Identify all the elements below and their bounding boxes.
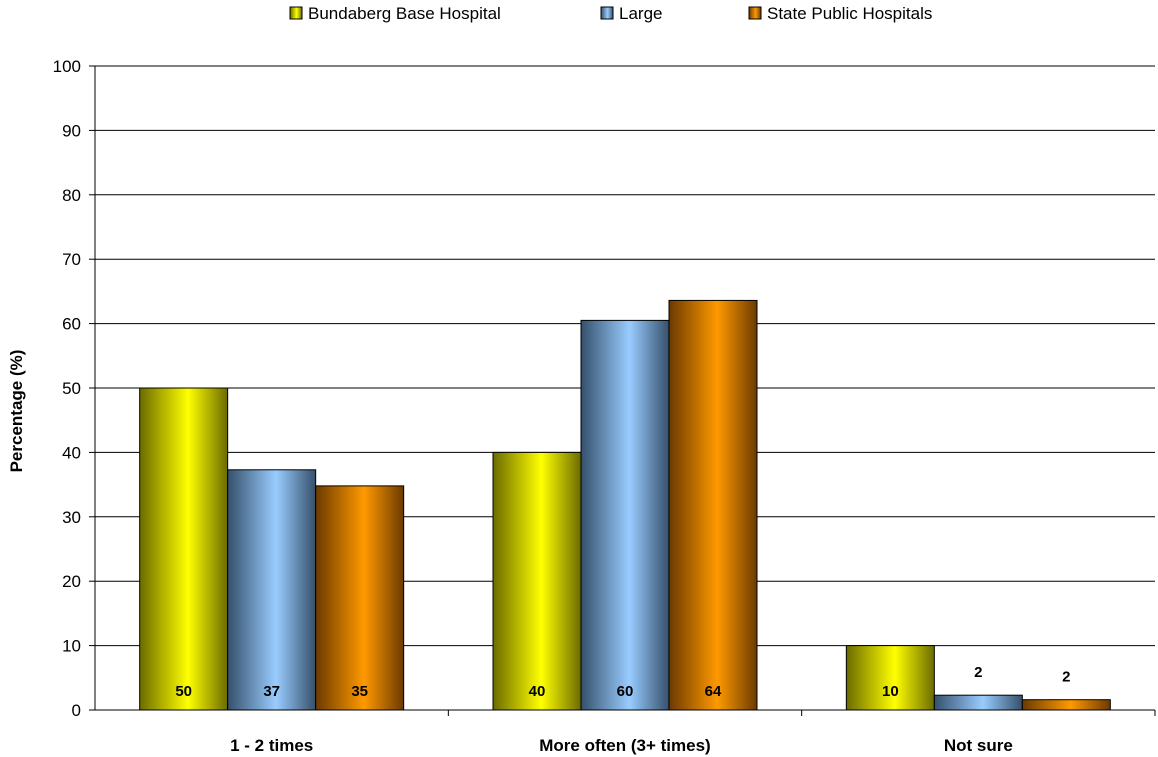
y-tick-label: 60 (62, 315, 81, 334)
axes (89, 65, 1156, 716)
bar (227, 469, 317, 711)
y-tick-label: 70 (62, 250, 81, 269)
data-label: 2 (974, 664, 982, 681)
x-tick-label: Not sure (944, 736, 1013, 755)
data-label: 60 (617, 683, 634, 700)
data-label: 37 (263, 683, 280, 700)
y-tick-label: 50 (62, 379, 81, 398)
labels: 0 10 20 30 40 50 60 70 80 90 100 50 37 35 1 - 2 times 4… (53, 57, 1071, 755)
bar (580, 319, 670, 711)
x-tick-label: 1 - 2 times (230, 736, 313, 755)
legend-entry-label: Large (619, 4, 662, 23)
bar (315, 485, 405, 711)
y-tick-label: 20 (62, 572, 81, 591)
legend-swatch (748, 6, 762, 20)
data-label: 50 (175, 683, 192, 700)
y-tick-label: 40 (62, 443, 81, 462)
bars (139, 299, 1111, 711)
y-tick-label: 100 (53, 57, 81, 76)
y-tick-label: 0 (72, 701, 81, 720)
data-label: 35 (351, 683, 368, 700)
legend-swatch (289, 6, 303, 20)
y-axis-title: Percentage (%) (7, 350, 26, 473)
legend: Bundaberg Base Hospital Large State Public… (289, 4, 932, 23)
data-label: 10 (882, 683, 899, 700)
data-label: 40 (529, 683, 546, 700)
bar (492, 451, 582, 711)
legend-entry-label: Bundaberg Base Hospital (308, 4, 501, 23)
data-label: 2 (1062, 669, 1070, 686)
bar (139, 387, 229, 711)
y-tick-label: 90 (62, 121, 81, 140)
x-tick-label: More often (3+ times) (539, 736, 710, 755)
y-tick-label: 80 (62, 186, 81, 205)
bar (933, 694, 1023, 711)
bar (845, 645, 935, 711)
y-tick-label: 30 (62, 508, 81, 527)
bar (1021, 699, 1111, 711)
y-tick-label: 10 (62, 637, 81, 656)
legend-entry-label: State Public Hospitals (767, 4, 932, 23)
bar (668, 299, 758, 711)
data-label: 64 (705, 683, 722, 700)
legend-swatch (600, 6, 614, 20)
